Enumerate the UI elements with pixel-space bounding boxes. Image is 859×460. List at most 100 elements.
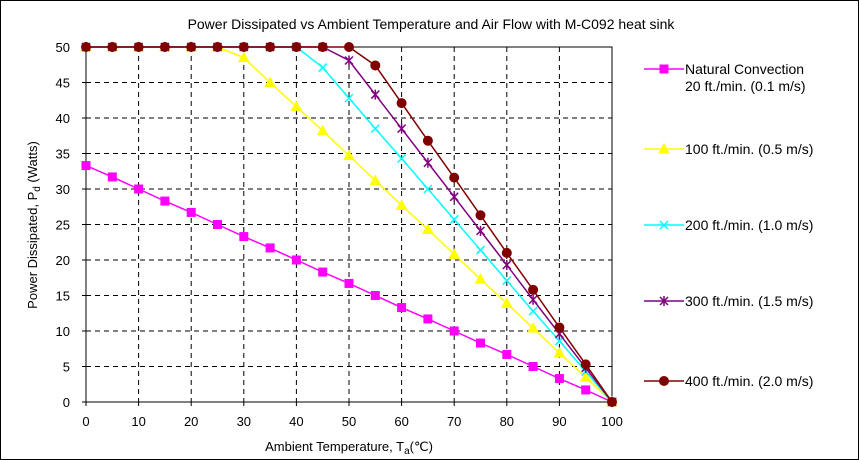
legend-label: 200 ft./min. (1.0 m/s)	[685, 217, 813, 233]
data-point	[370, 60, 381, 71]
legend-label: 400 ft./min. (2.0 m/s)	[685, 373, 813, 389]
data-point	[159, 42, 170, 52]
legend-item: 400 ft./min. (2.0 m/s)	[644, 373, 813, 389]
data-point	[369, 174, 382, 185]
data-point	[239, 232, 249, 242]
legend-item: 300 ft./min. (1.5 m/s)	[644, 293, 813, 309]
data-point	[474, 273, 487, 284]
data-point	[397, 153, 407, 164]
data-point	[501, 247, 512, 258]
y-tick-label: 50	[56, 40, 70, 55]
data-point	[264, 76, 276, 87]
y-tick-label: 30	[56, 182, 70, 197]
data-point	[423, 314, 433, 324]
data-point	[290, 100, 303, 112]
y-tick-label: 40	[56, 111, 70, 126]
x-tick-label: 100	[601, 414, 623, 429]
data-point	[475, 225, 486, 236]
data-point	[422, 223, 434, 234]
data-point	[238, 42, 249, 52]
data-point	[396, 98, 407, 109]
data-point	[528, 294, 538, 305]
data-point	[212, 42, 223, 52]
x-tick-label: 0	[82, 414, 89, 429]
data-point	[237, 51, 250, 63]
legend-label: 300 ft./min. (1.5 m/s)	[685, 293, 813, 309]
data-point	[213, 220, 222, 229]
chart-title: Power Dissipated vs Ambient Temperature …	[188, 16, 676, 32]
data-point	[502, 349, 512, 359]
data-point	[500, 297, 513, 308]
data-point	[107, 42, 118, 52]
data-point	[160, 196, 170, 206]
data-point	[448, 248, 461, 259]
series-natural-convection	[81, 161, 617, 407]
data-point	[397, 123, 407, 134]
legend-marker	[659, 376, 669, 386]
data-point	[475, 245, 486, 255]
legend-item: 200 ft./min. (1.0 m/s)	[644, 217, 813, 233]
y-tick-label: 45	[56, 76, 70, 91]
data-point	[528, 362, 538, 371]
legend-marker	[658, 142, 670, 154]
series-400-ft-min-2-0-m-s	[81, 42, 617, 407]
data-point	[449, 326, 459, 336]
data-point	[186, 207, 196, 217]
x-tick-label: 30	[237, 414, 251, 429]
data-point	[449, 191, 459, 202]
data-point	[449, 214, 459, 225]
data-point	[133, 42, 144, 52]
data-point	[422, 135, 433, 146]
data-point	[502, 276, 512, 286]
data-point	[554, 374, 564, 384]
data-point	[423, 184, 433, 194]
data-point	[475, 210, 486, 221]
data-point	[343, 149, 355, 161]
data-point	[580, 359, 591, 370]
data-point	[370, 124, 380, 134]
data-point	[449, 172, 460, 183]
x-tick-label: 70	[447, 414, 461, 429]
x-tick-label: 50	[342, 414, 356, 429]
y-tick-label: 5	[63, 360, 70, 375]
data-point	[527, 322, 539, 333]
data-point	[528, 284, 539, 295]
legend-marker	[659, 64, 669, 74]
legend-marker	[659, 220, 669, 230]
data-point	[554, 322, 565, 333]
y-tick-label: 0	[63, 395, 70, 410]
legend-marker	[659, 296, 669, 306]
data-point	[134, 184, 144, 194]
data-point	[291, 42, 302, 52]
data-point	[370, 291, 380, 300]
data-point	[317, 42, 328, 52]
data-point	[265, 42, 276, 52]
data-point	[107, 172, 117, 182]
legend-item: 100 ft./min. (0.5 m/s)	[644, 141, 813, 157]
data-point	[186, 42, 197, 52]
y-tick-label: 35	[56, 147, 70, 162]
y-tick-label: 20	[56, 253, 70, 268]
x-tick-label: 60	[394, 414, 408, 429]
data-point	[607, 397, 617, 407]
data-point	[397, 303, 407, 313]
data-point	[316, 124, 329, 136]
data-point	[502, 259, 512, 270]
legend-label: 100 ft./min. (0.5 m/s)	[685, 141, 813, 157]
data-point	[265, 243, 275, 253]
tick-layer: 0 10 20 30 40 50 60 70 80 90 100 0 5 10 15 20 25 30 35 40 45…	[56, 40, 623, 429]
data-point	[581, 385, 591, 395]
y-tick-label: 25	[56, 218, 70, 233]
legend-label: 20 ft./min. (0.1 m/s)	[685, 78, 806, 94]
y-tick-label: 10	[56, 324, 70, 339]
data-point	[553, 346, 566, 358]
series-layer	[80, 40, 618, 407]
data-point	[81, 42, 91, 52]
data-point	[370, 89, 380, 100]
data-point	[318, 267, 328, 277]
data-point	[291, 255, 301, 265]
x-tick-label: 80	[500, 414, 514, 429]
